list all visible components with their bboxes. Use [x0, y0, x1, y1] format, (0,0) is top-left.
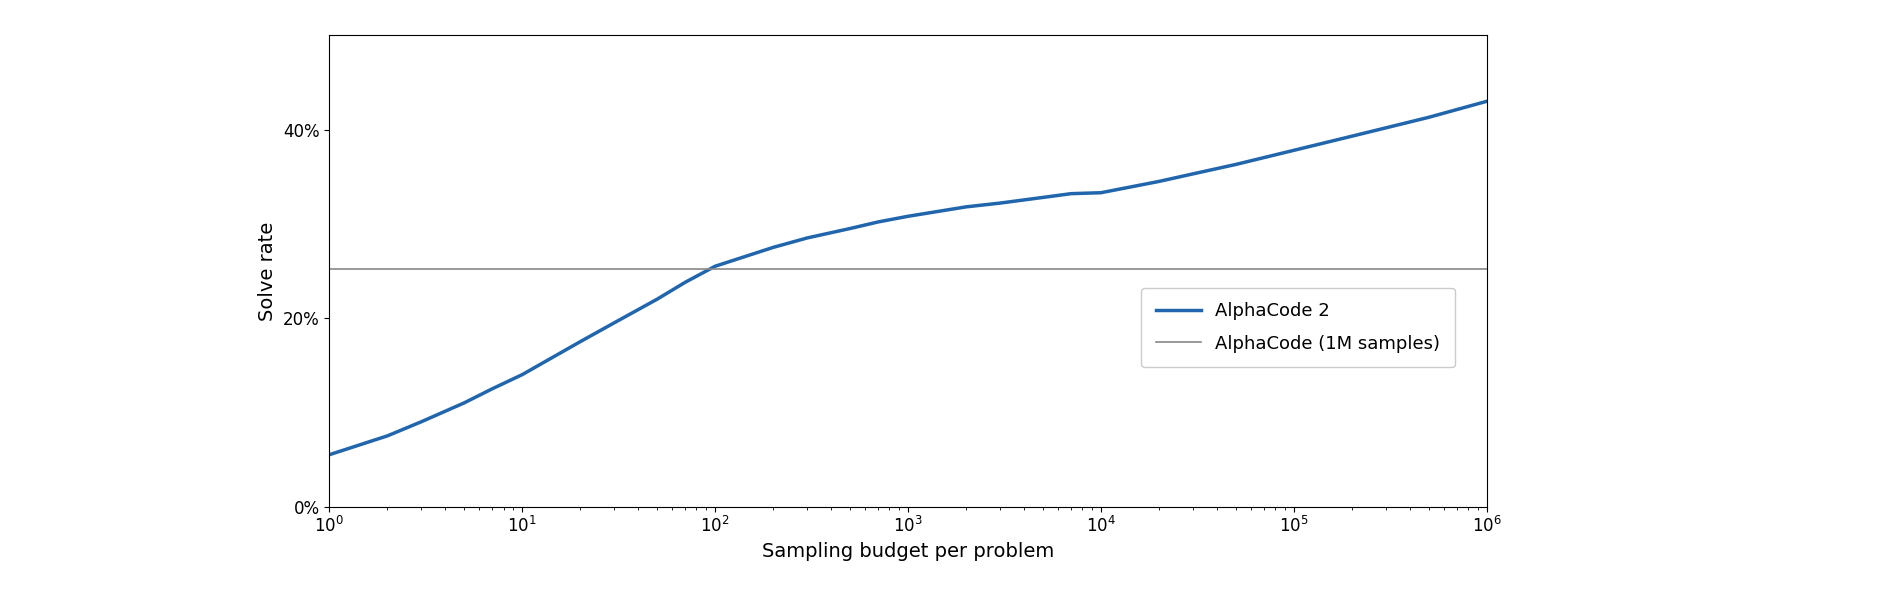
- AlphaCode 2: [1475, 98, 1498, 105]
- X-axis label: Sampling budget per problem: Sampling budget per problem: [762, 542, 1054, 561]
- AlphaCode 2: [796, 234, 819, 241]
- AlphaCode 2: [482, 385, 504, 392]
- Legend: AlphaCode 2, AlphaCode (1M samples): AlphaCode 2, AlphaCode (1M samples): [1140, 288, 1455, 367]
- AlphaCode 2: [1090, 189, 1112, 196]
- AlphaCode 2: [410, 418, 433, 425]
- AlphaCode (1M samples): [318, 266, 341, 273]
- AlphaCode 2: [1340, 133, 1363, 140]
- AlphaCode 2: [646, 296, 668, 303]
- AlphaCode 2: [1284, 147, 1306, 154]
- AlphaCode 2: [376, 432, 399, 439]
- AlphaCode 2: [602, 319, 625, 326]
- AlphaCode 2: [1182, 170, 1204, 177]
- AlphaCode 2: [868, 219, 890, 226]
- AlphaCode 2: [988, 200, 1011, 207]
- Y-axis label: Solve rate: Solve rate: [258, 221, 277, 320]
- AlphaCode 2: [954, 203, 977, 210]
- AlphaCode 2: [1148, 178, 1171, 185]
- AlphaCode 2: [896, 213, 918, 220]
- AlphaCode 2: [704, 263, 726, 270]
- AlphaCode 2: [454, 399, 476, 406]
- Line: AlphaCode 2: AlphaCode 2: [329, 101, 1487, 455]
- AlphaCode 2: [318, 451, 341, 458]
- AlphaCode 2: [510, 371, 534, 378]
- AlphaCode 2: [568, 338, 591, 345]
- AlphaCode 2: [1225, 161, 1248, 168]
- AlphaCode 2: [674, 279, 696, 286]
- AlphaCode 2: [1031, 194, 1054, 201]
- AlphaCode 2: [762, 244, 785, 251]
- AlphaCode 2: [839, 225, 862, 232]
- AlphaCode 2: [1060, 190, 1082, 197]
- AlphaCode 2: [1417, 114, 1440, 121]
